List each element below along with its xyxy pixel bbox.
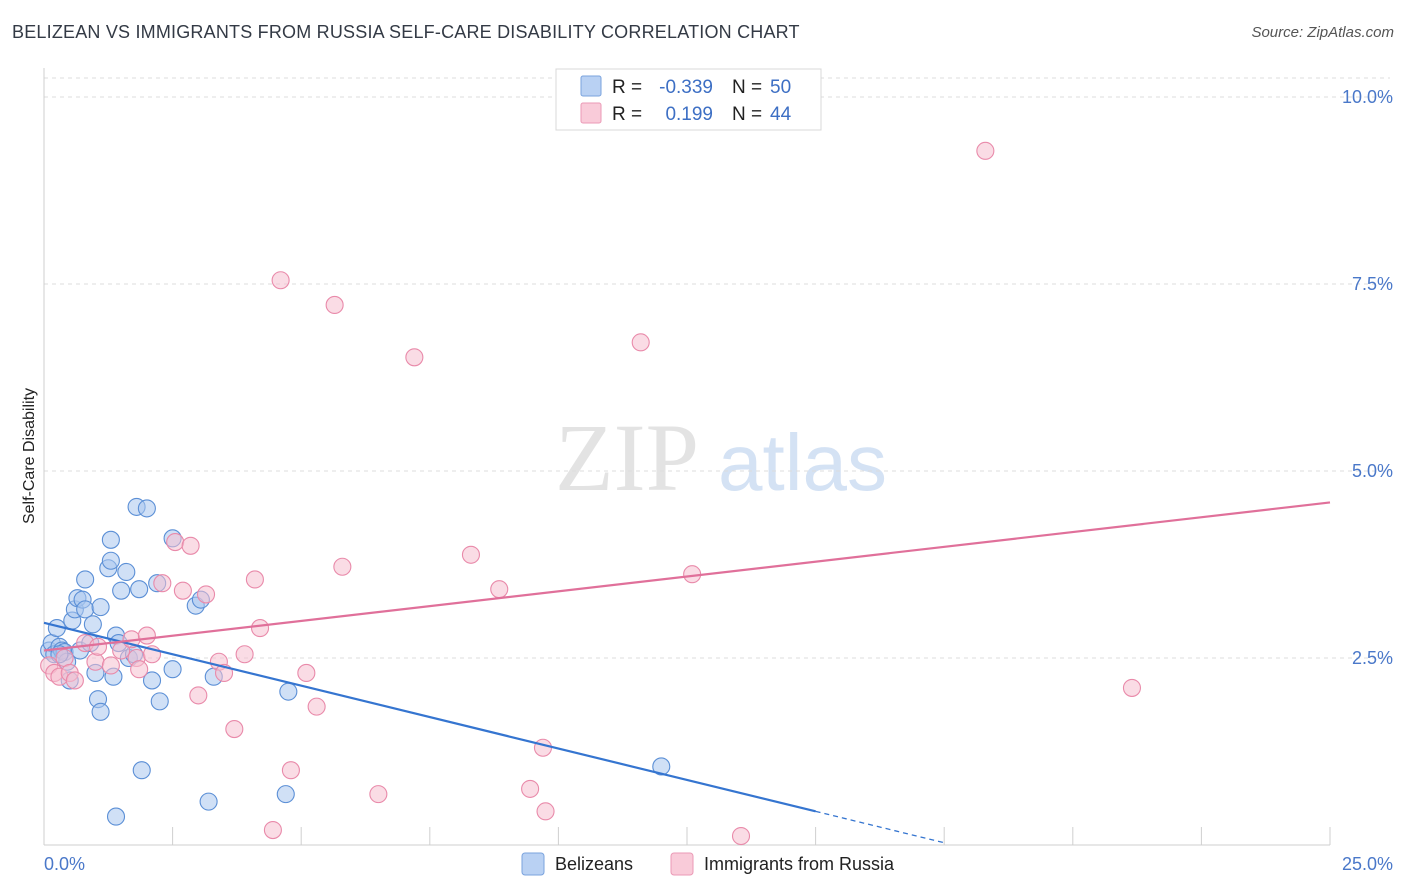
point-belizeans — [199, 792, 218, 811]
point-russia — [1122, 678, 1142, 697]
point-russia — [235, 645, 254, 664]
point-russia — [153, 574, 172, 593]
point-belizeans — [101, 551, 120, 570]
point-russia — [196, 585, 216, 604]
point-russia — [333, 557, 352, 576]
point-belizeans — [137, 499, 156, 518]
point-russia — [189, 686, 208, 705]
y-tick-label: 7.5% — [1352, 274, 1393, 294]
point-belizeans — [91, 598, 110, 617]
legend-swatch-russia — [580, 102, 602, 124]
point-russia — [181, 536, 200, 555]
watermark-zip: ZIP — [555, 404, 699, 511]
legend-n-label-2: N = — [732, 104, 762, 125]
point-belizeans — [132, 761, 151, 780]
point-belizeans — [76, 570, 95, 589]
y-axis-label: Self-Care Disability — [21, 388, 38, 524]
legend-n-label-1: N = — [732, 77, 762, 98]
point-russia — [225, 720, 244, 739]
series-label-belizeans: Belizeans — [555, 854, 633, 874]
x-tick-label-max: 25.0% — [1342, 854, 1393, 874]
series-legend: Belizeans Immigrants from Russia — [521, 852, 895, 876]
point-russia — [263, 820, 282, 840]
point-russia — [461, 545, 481, 564]
y-tick-label: 10.0% — [1342, 87, 1393, 107]
x-tick-label-min: 0.0% — [44, 854, 85, 874]
legend-r-value-2: 0.199 — [665, 104, 713, 125]
axes: 2.5% 5.0% 7.5% 10.0% 0.0% 25.0% — [43, 68, 1393, 874]
point-belizeans — [276, 785, 295, 804]
point-russia — [101, 656, 120, 675]
point-belizeans — [117, 562, 136, 582]
point-russia — [88, 637, 108, 656]
point-belizeans — [279, 682, 298, 701]
point-belizeans — [83, 615, 102, 634]
point-russia — [86, 652, 105, 671]
point-russia — [521, 779, 540, 798]
point-belizeans — [91, 702, 110, 721]
source-credit: Source: ZipAtlas.com — [1251, 24, 1394, 41]
point-belizeans — [76, 600, 95, 619]
point-russia — [307, 697, 326, 716]
point-russia — [536, 802, 555, 821]
point-russia — [490, 580, 509, 599]
point-belizeans — [163, 660, 182, 679]
point-belizeans — [142, 671, 162, 690]
stats-legend: R = -0.339 N = 50 R = 0.199 N = 44 — [555, 68, 822, 131]
y-tick-label: 2.5% — [1352, 648, 1393, 668]
gridlines — [44, 77, 1390, 659]
point-russia — [137, 626, 156, 645]
trendline-belizeans-extension — [815, 810, 945, 844]
point-russia — [405, 348, 424, 367]
legend-n-value-1: 50 — [770, 77, 791, 98]
point-russia — [271, 271, 290, 290]
point-belizeans — [106, 807, 126, 826]
legend-r-label-1: R = — [612, 77, 642, 98]
chart-title: BELIZEAN VS IMMIGRANTS FROM RUSSIA SELF-… — [12, 22, 800, 42]
trendline-russia — [43, 501, 1331, 652]
series-swatch-russia — [670, 852, 694, 876]
watermark-atlas: atlas — [718, 418, 887, 507]
point-russia — [325, 295, 344, 314]
point-russia — [130, 660, 149, 679]
legend-r-value-1: -0.339 — [659, 77, 713, 98]
point-russia — [250, 619, 270, 638]
point-belizeans — [101, 530, 120, 549]
point-russia — [533, 738, 553, 757]
legend-r-label-2: R = — [612, 104, 642, 125]
point-russia — [631, 333, 650, 352]
y-tick-label: 5.0% — [1352, 461, 1393, 481]
point-russia — [731, 826, 751, 846]
point-belizeans — [130, 580, 149, 599]
trendline-belizeans — [43, 621, 816, 813]
point-russia — [245, 570, 264, 589]
point-russia — [369, 785, 388, 804]
point-russia — [65, 671, 84, 690]
scatter-points — [40, 141, 1142, 846]
point-russia — [166, 533, 185, 552]
point-russia — [976, 141, 995, 160]
point-belizeans — [652, 757, 671, 776]
point-russia — [281, 761, 300, 780]
point-russia — [173, 581, 192, 600]
point-russia — [297, 663, 316, 683]
series-label-russia: Immigrants from Russia — [704, 854, 895, 874]
legend-n-value-2: 44 — [770, 104, 792, 125]
point-belizeans — [112, 581, 131, 600]
trend-lines — [43, 501, 1331, 844]
series-swatch-belizeans — [521, 852, 545, 876]
legend-swatch-belizeans — [580, 75, 602, 97]
point-belizeans — [150, 692, 169, 711]
